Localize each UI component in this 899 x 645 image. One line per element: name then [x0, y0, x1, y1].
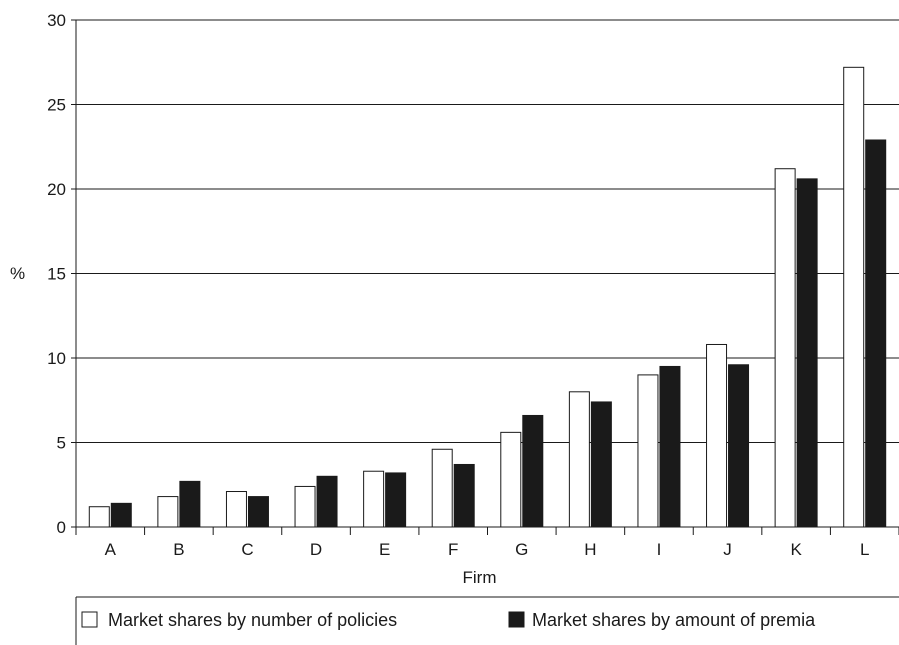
y-tick-label: 5 — [57, 434, 66, 453]
bar-premia-I — [659, 365, 681, 528]
legend: Market shares by number of policies Marke… — [75, 596, 899, 645]
bar-premia-G — [522, 414, 544, 528]
gridlines — [76, 19, 899, 443]
axes — [75, 20, 899, 528]
x-axis-ticks: A B C D E F G H I J K L — [75, 527, 899, 559]
y-tick-label: 10 — [47, 349, 66, 368]
bar-premia-F — [453, 463, 475, 528]
x-tick-label: H — [584, 540, 596, 559]
bar-premia-D — [316, 475, 338, 528]
bar-policies-G — [500, 431, 522, 528]
x-tick-label: A — [105, 540, 117, 559]
bar-premia-C — [247, 496, 269, 528]
bar-policies-H — [568, 391, 590, 528]
legend-swatch-premia — [508, 611, 525, 628]
x-tick-label: F — [448, 540, 458, 559]
bar-policies-F — [431, 448, 453, 528]
bar-premia-H — [590, 401, 612, 528]
x-tick-label: B — [173, 540, 184, 559]
y-tick-label: 20 — [47, 180, 66, 199]
bar-policies-L — [843, 66, 865, 528]
bar-premia-B — [179, 480, 201, 528]
x-tick-label: C — [241, 540, 253, 559]
bars — [88, 66, 887, 528]
x-tick-label: I — [657, 540, 662, 559]
y-axis-ticks: 0 5 10 15 20 25 30 — [47, 11, 76, 537]
y-tick-label: 15 — [47, 265, 66, 284]
bar-premia-J — [728, 364, 750, 528]
bar-policies-I — [637, 374, 659, 528]
legend-label-policies: Market shares by number of policies — [108, 610, 397, 630]
x-tick-label: E — [379, 540, 390, 559]
bar-policies-K — [774, 168, 796, 528]
bar-policies-B — [157, 496, 179, 528]
bar-policies-D — [294, 485, 316, 528]
x-tick-label: G — [515, 540, 528, 559]
legend-swatch-policies — [81, 611, 98, 628]
y-tick-label: 25 — [47, 96, 66, 115]
x-axis-title: Firm — [463, 568, 497, 587]
bar-policies-E — [363, 470, 385, 528]
bar-premia-L — [865, 139, 887, 528]
y-axis-title: % — [10, 264, 25, 283]
y-tick-label: 30 — [47, 11, 66, 30]
y-tick-label: 0 — [57, 518, 66, 537]
bar-premia-A — [110, 502, 132, 528]
bar-policies-C — [225, 491, 247, 528]
bar-policies-A — [88, 506, 110, 528]
legend-label-premia: Market shares by amount of premia — [532, 610, 816, 630]
x-tick-label: L — [860, 540, 869, 559]
x-tick-label: D — [310, 540, 322, 559]
x-tick-label: K — [790, 540, 802, 559]
bar-premia-K — [796, 178, 818, 528]
bar-policies-J — [706, 343, 728, 528]
x-tick-label: J — [723, 540, 732, 559]
bar-premia-E — [385, 472, 407, 528]
